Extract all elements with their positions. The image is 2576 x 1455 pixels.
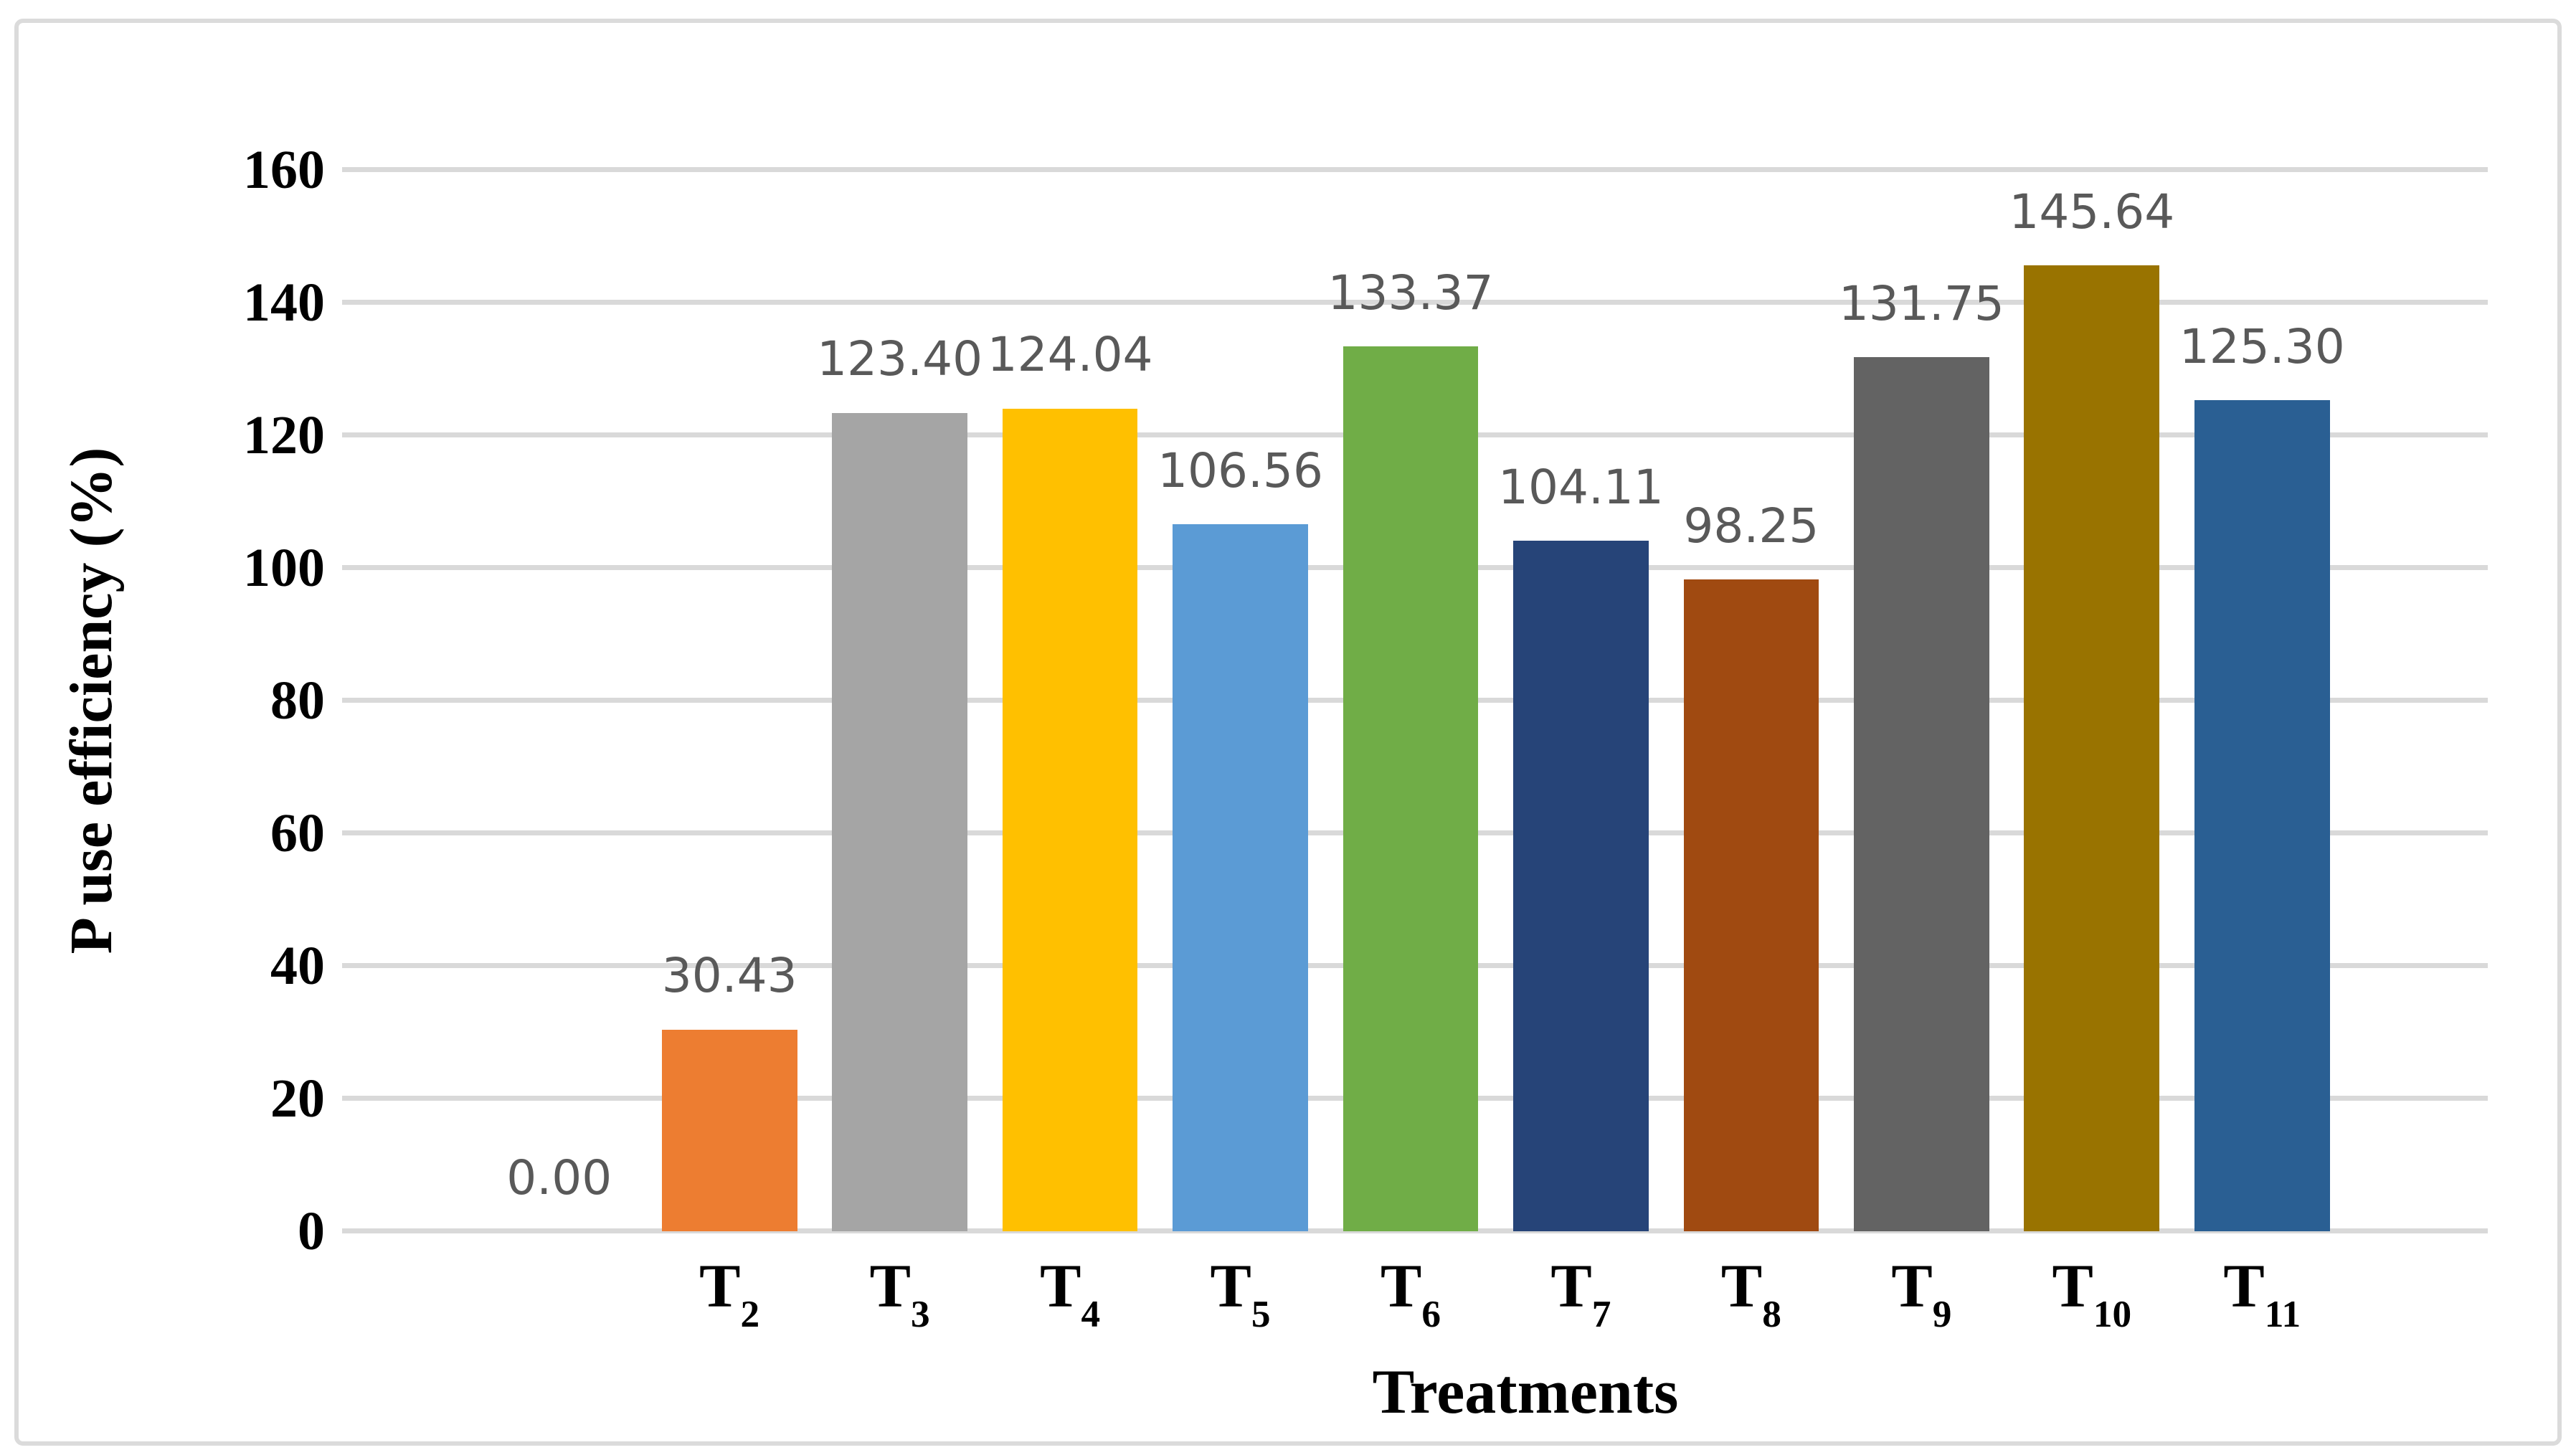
category-label: T7 [1550, 1251, 1611, 1335]
category-label: T11 [2223, 1251, 2301, 1335]
value-label: 30.43 [661, 948, 797, 1004]
y-axis-tick-label: 40 [270, 936, 325, 996]
bar [832, 412, 968, 1231]
category-label: T6 [1380, 1251, 1441, 1335]
bar [2194, 399, 2330, 1231]
y-axis-tick-label: 0 [298, 1201, 325, 1261]
y-axis-tick-label: 140 [243, 272, 325, 333]
plot-area: 0 20 40 60 80 100 120 140 160 0.00 30.43 123.40 124… [243, 143, 2488, 1259]
y-axis-title: P use efficiency (%) [58, 447, 125, 954]
bar [1343, 346, 1479, 1231]
gridline [342, 300, 2488, 305]
bar [1683, 579, 1819, 1231]
bar-slot: 106.56 [1155, 170, 1325, 1231]
y-axis-tick-label: 80 [270, 670, 325, 731]
bar-slot: 131.75 [1837, 170, 2007, 1231]
value-label: 124.04 [987, 327, 1153, 383]
y-axis-tick-label: 160 [243, 140, 325, 200]
bar-slot: 98.25 [1666, 170, 1836, 1231]
bar-slot: 0.00 [474, 170, 644, 1231]
y-axis-tick-label: 120 [243, 405, 325, 465]
category-label: T9 [1891, 1251, 1952, 1335]
category-label: T2 [699, 1251, 760, 1335]
bar-slot: 104.11 [1496, 170, 1666, 1231]
y-axis-tick-label: 100 [243, 538, 325, 598]
y-axis-tick-label: 20 [270, 1068, 325, 1129]
bar [1853, 357, 1989, 1231]
category-label: T5 [1210, 1251, 1271, 1335]
bar-slot: 30.43 [644, 170, 814, 1231]
value-label: 123.40 [817, 331, 983, 387]
bar [1002, 408, 1138, 1231]
value-label: 133.37 [1327, 265, 1494, 321]
category-label: T8 [1720, 1251, 1781, 1335]
bar-slot: 123.40 [815, 170, 985, 1231]
category-label: T4 [1040, 1251, 1101, 1335]
category-label: T10 [2052, 1251, 2132, 1335]
bar-slot: 133.37 [1325, 170, 1495, 1231]
gridline [342, 167, 2488, 172]
value-label: 131.75 [1838, 276, 2004, 332]
bar-slot: 145.64 [2007, 170, 2177, 1231]
value-label: 145.64 [2009, 184, 2175, 240]
value-label: 125.30 [2179, 318, 2345, 374]
x-axis-title: Treatments [1372, 1357, 1679, 1427]
value-label: 98.25 [1683, 498, 1819, 554]
bar-slot: 124.04 [985, 170, 1155, 1231]
category-label: T3 [869, 1251, 930, 1335]
bar-slot: 125.30 [2177, 170, 2347, 1231]
x-axis-labels: T2 T3 T4 T5 T6 T7 T8 T9 T10 T11 [474, 1251, 2347, 1335]
category-label [474, 1255, 644, 1317]
bar [1513, 540, 1649, 1231]
value-label: 104.11 [1497, 459, 1664, 515]
bar [2024, 265, 2160, 1231]
value-label: 106.56 [1157, 443, 1323, 499]
y-axis-tick-label: 60 [270, 803, 325, 863]
bars-container: 0.00 30.43 123.40 124.04 106.56 133.37 104.11 9… [474, 170, 2347, 1231]
bar [661, 1029, 797, 1231]
value-label: 0.00 [506, 1150, 612, 1205]
bar [1173, 524, 1308, 1231]
